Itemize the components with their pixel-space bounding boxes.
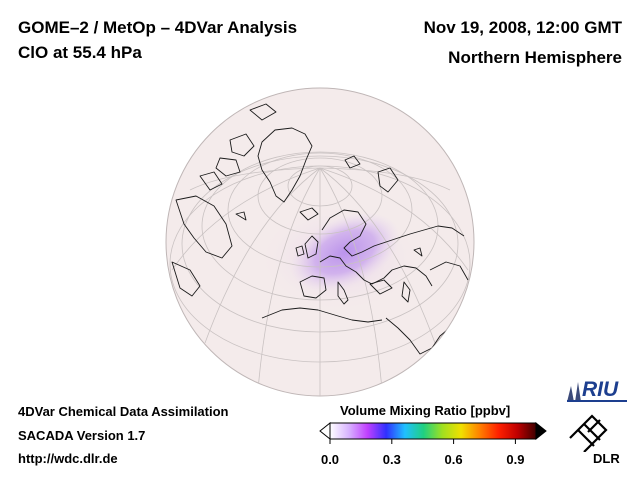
colorbar-tick-label: 0.9 [506, 452, 525, 467]
colorbar-tick-label: 0.3 [382, 452, 401, 467]
coastlines [171, 103, 469, 355]
colorbar-title: Volume Mixing Ratio [ppbv] [340, 403, 511, 418]
colorbar-low-arrow [319, 421, 331, 441]
map-region: Northern Hemisphere [448, 48, 622, 67]
clo-enhancement [290, 212, 400, 292]
dlr-logo [569, 414, 608, 452]
colorbar-tick-label: 0.0 [320, 452, 340, 467]
globe-map [165, 87, 475, 397]
dlr-logo-mark [569, 414, 608, 452]
footer-line-2: SACADA Version 1.7 [18, 428, 146, 443]
riu-logo-text: RIU [582, 378, 619, 401]
map-title: GOME–2 / MetOp – 4DVar Analysis [18, 18, 298, 37]
colorbar-high-arrow [535, 421, 547, 441]
map-subtitle: ClO at 55.4 hPa [18, 43, 142, 62]
footer-line-1: 4DVar Chemical Data Assimilation [18, 404, 229, 419]
colorbar [319, 421, 547, 444]
colorbar-gradient-bar [329, 422, 537, 440]
riu-logo: RIU [567, 378, 627, 402]
footer-url: http://wdc.dlr.de [18, 451, 118, 466]
colorbar-tick-label: 0.6 [444, 452, 463, 467]
map-datetime: Nov 19, 2008, 12:00 GMT [423, 18, 622, 37]
dlr-logo-text: DLR [593, 451, 620, 466]
riu-logo-mark [567, 382, 581, 402]
